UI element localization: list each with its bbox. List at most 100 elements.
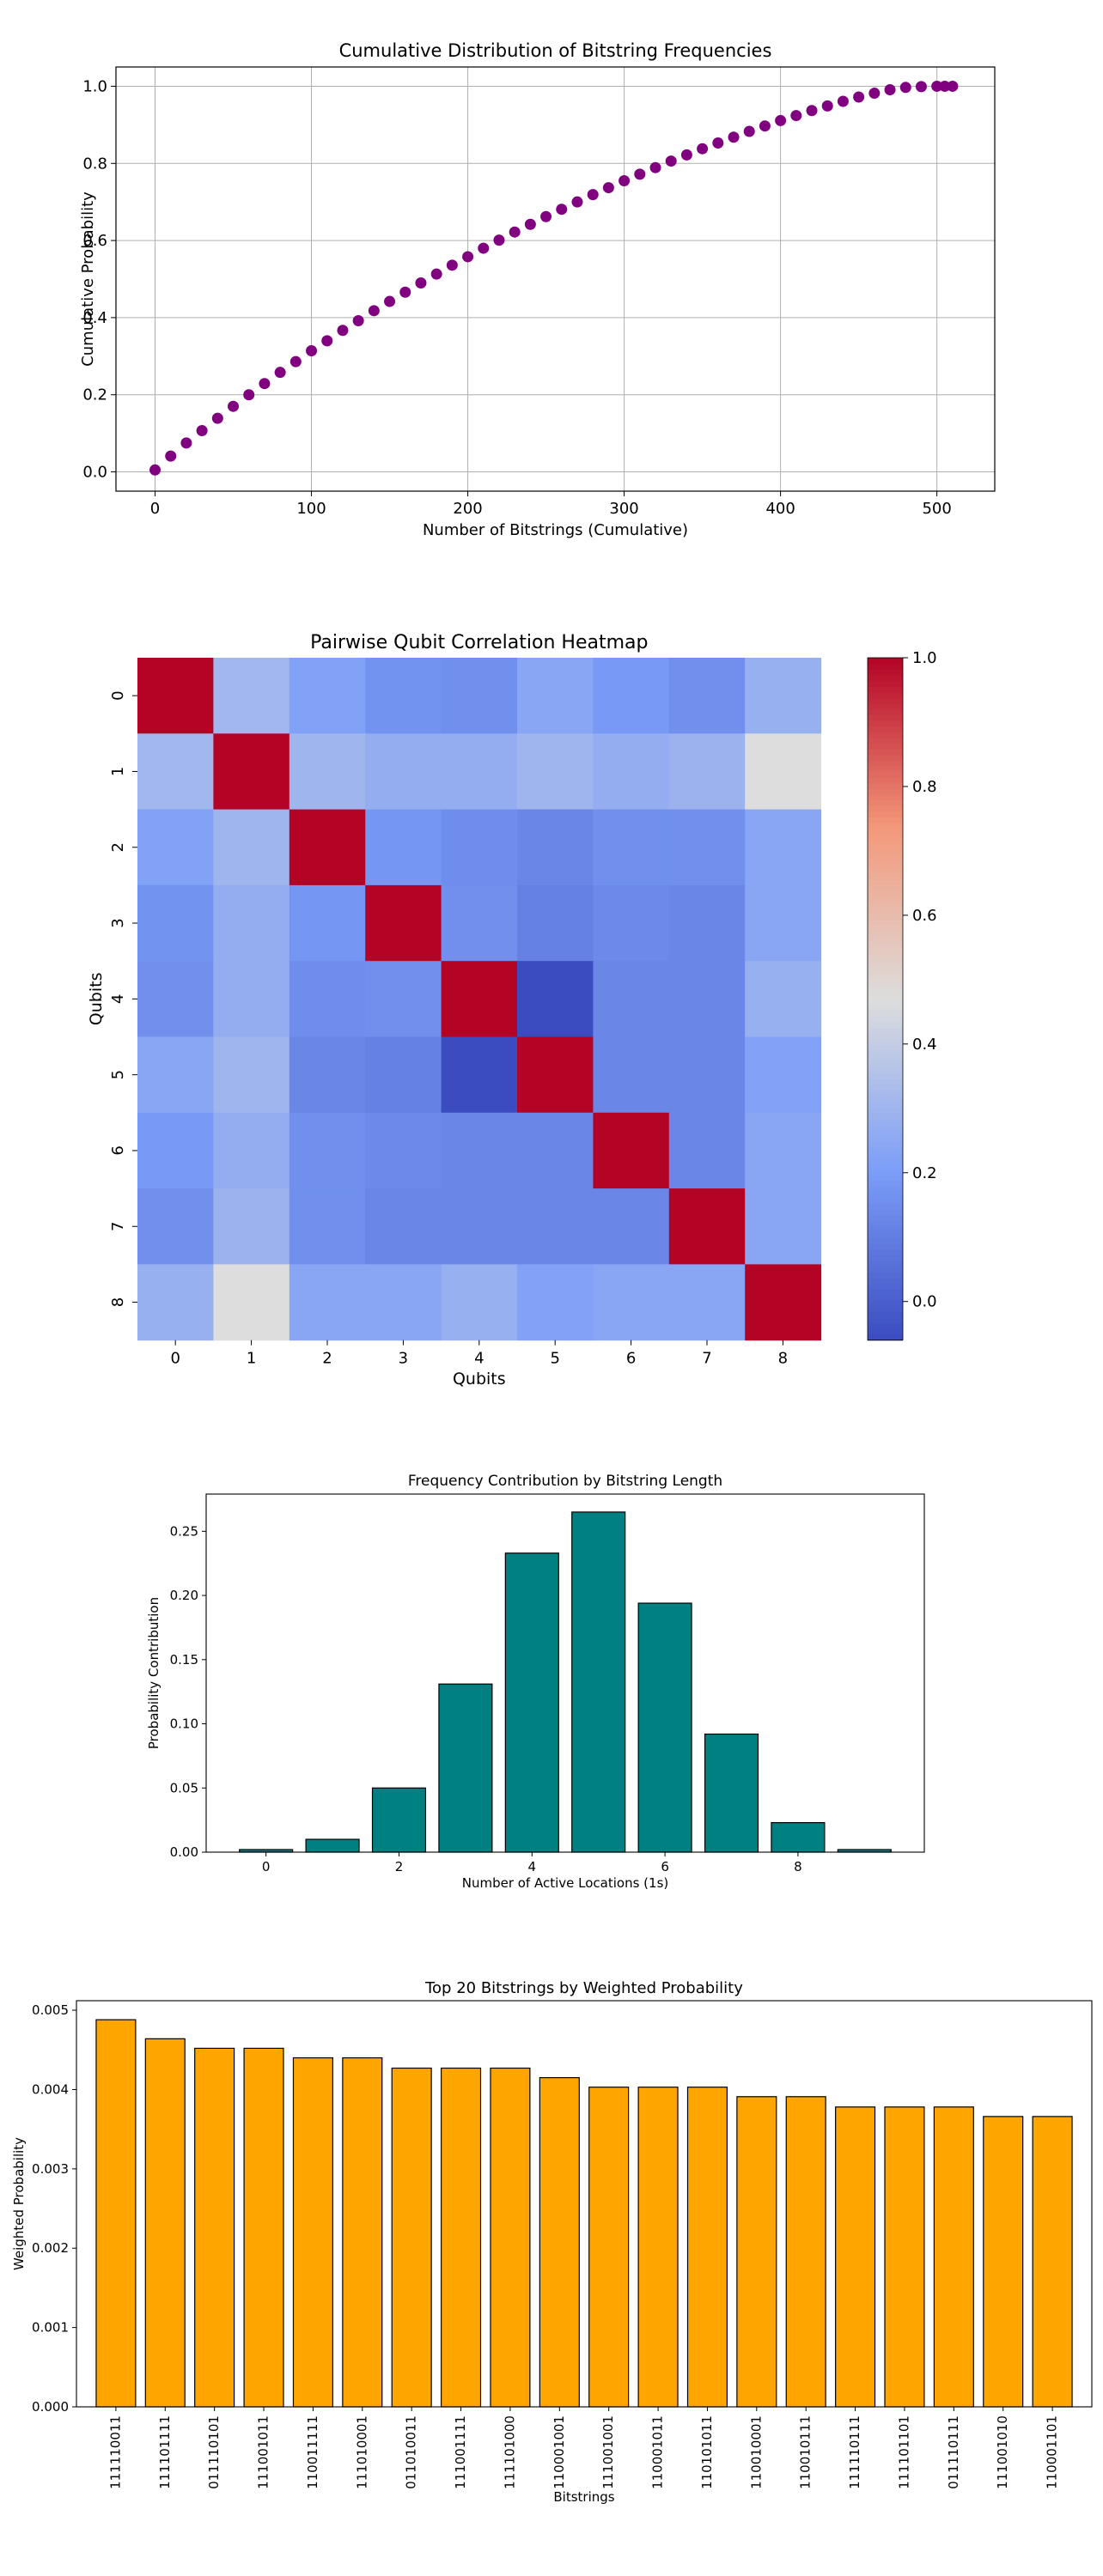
colorbar-segment xyxy=(868,1078,903,1085)
colorbar-segment xyxy=(868,834,903,841)
colorbar-segment xyxy=(868,1124,903,1131)
x-tick-label: 0 xyxy=(262,1859,271,1874)
colorbar-segment xyxy=(868,828,903,835)
y-tick-label: 0.15 xyxy=(170,1652,198,1668)
colorbar-segment xyxy=(868,981,903,988)
plot-frame xyxy=(115,66,996,492)
data-point xyxy=(415,276,427,289)
colorbar-segment xyxy=(868,1294,903,1301)
y-tick-label: 0.001 xyxy=(32,2320,69,2336)
x-axis-label: Number of Bitstrings (Cumulative) xyxy=(423,521,688,539)
colorbar-segment xyxy=(868,1055,903,1062)
heatmap-cell xyxy=(213,733,290,811)
y-tick-label: 0.6 xyxy=(82,232,107,250)
heatmap-cell xyxy=(137,1188,214,1265)
data-point xyxy=(602,182,614,194)
colorbar-segment xyxy=(868,1010,903,1017)
colorbar-segment xyxy=(868,714,903,721)
data-point xyxy=(149,464,161,476)
colorbar-segment xyxy=(868,817,903,823)
x-tick-label: 500 xyxy=(922,500,951,518)
data-point xyxy=(868,88,881,100)
colorbar-segment xyxy=(868,958,903,966)
heatmap-cell xyxy=(289,658,366,734)
heatmap-cell xyxy=(593,658,670,734)
colorbar-segment xyxy=(868,1107,903,1114)
bar xyxy=(504,1552,559,1853)
bar xyxy=(391,2067,432,2408)
y-tick-label: 0.2 xyxy=(82,386,107,404)
x-tick-label: 110101011 xyxy=(699,2415,715,2489)
data-point xyxy=(321,335,333,347)
colorbar-segment xyxy=(868,1049,903,1057)
heatmap-cell xyxy=(289,1188,366,1265)
heatmap-cell xyxy=(517,961,594,1037)
top20-bar-chart: Top 20 Bitstrings by Weighted Probabilit… xyxy=(11,1979,1093,2505)
heatmap-cell xyxy=(213,1036,290,1114)
bar xyxy=(785,2096,826,2408)
colorbar-segment xyxy=(868,1322,903,1330)
colorbar-segment xyxy=(868,669,903,676)
colorbar-segment xyxy=(868,942,903,949)
x-tick-label: 011110101 xyxy=(206,2415,222,2489)
colorbar-segment xyxy=(868,1038,903,1045)
colorbar-segment xyxy=(868,691,903,698)
colorbar-tick-label: 0.8 xyxy=(912,778,937,796)
colorbar-segment xyxy=(868,1186,903,1194)
data-point xyxy=(462,251,474,263)
x-tick-label: 1 xyxy=(247,1350,256,1368)
heatmap-cell xyxy=(441,809,518,886)
data-point xyxy=(228,400,240,412)
colorbar-segment xyxy=(868,1266,903,1273)
heatmap-cell xyxy=(668,1264,746,1341)
heatmap-cell xyxy=(365,884,442,962)
bar xyxy=(884,2106,925,2408)
colorbar-segment xyxy=(868,868,903,875)
x-tick-label: 111001010 xyxy=(995,2415,1010,2489)
x-axis-label: Qubits xyxy=(453,1370,506,1388)
x-tick-label: 110001001 xyxy=(552,2415,567,2489)
data-point xyxy=(478,242,490,254)
colorbar-segment xyxy=(868,947,903,954)
heatmap-cell xyxy=(745,961,822,1037)
x-tick-label: 100 xyxy=(296,500,326,518)
x-tick-label: 111001111 xyxy=(453,2415,468,2489)
colorbar-segment xyxy=(868,1255,903,1261)
colorbar-segment xyxy=(868,970,903,977)
heatmap-cell xyxy=(745,1112,822,1189)
data-point xyxy=(619,174,631,186)
bar xyxy=(983,2116,1024,2408)
heatmap-cell xyxy=(289,1036,366,1114)
colorbar-segment xyxy=(868,1084,903,1091)
bar xyxy=(571,1511,626,1853)
data-point xyxy=(493,234,505,246)
y-tick-label: 2 xyxy=(109,842,127,852)
heatmap-cell xyxy=(668,658,746,734)
heatmap-cell xyxy=(289,1264,366,1341)
colorbar-segment xyxy=(868,1260,903,1267)
y-tick-label: 8 xyxy=(109,1297,127,1307)
colorbar-segment xyxy=(868,1118,903,1125)
data-point xyxy=(728,131,740,143)
data-point xyxy=(806,105,818,117)
data-point xyxy=(899,82,911,94)
heatmap-cell xyxy=(593,1112,670,1189)
heatmap-chart: Pairwise Qubit Correlation Heatmap 0 1 2 3 4 5… xyxy=(87,632,937,1388)
colorbar-segment xyxy=(868,1192,903,1199)
bar xyxy=(144,2038,186,2408)
x-tick-label: 4 xyxy=(474,1350,484,1368)
data-point xyxy=(556,204,568,216)
heatmap-cell xyxy=(593,733,670,811)
data-point xyxy=(743,125,755,137)
data-point xyxy=(939,80,951,92)
colorbar-segment xyxy=(868,811,903,818)
colorbar-segment xyxy=(868,674,903,682)
data-point xyxy=(384,295,396,307)
x-tick-label: 110001101 xyxy=(1045,2415,1060,2489)
x-tick-label: 300 xyxy=(609,500,638,518)
colorbar-segment xyxy=(868,1072,903,1079)
colorbar-segment xyxy=(868,1198,903,1205)
y-tick-label: 1.0 xyxy=(82,77,107,95)
heatmap-cell xyxy=(668,733,746,811)
y-tick-label: 3 xyxy=(109,918,127,927)
